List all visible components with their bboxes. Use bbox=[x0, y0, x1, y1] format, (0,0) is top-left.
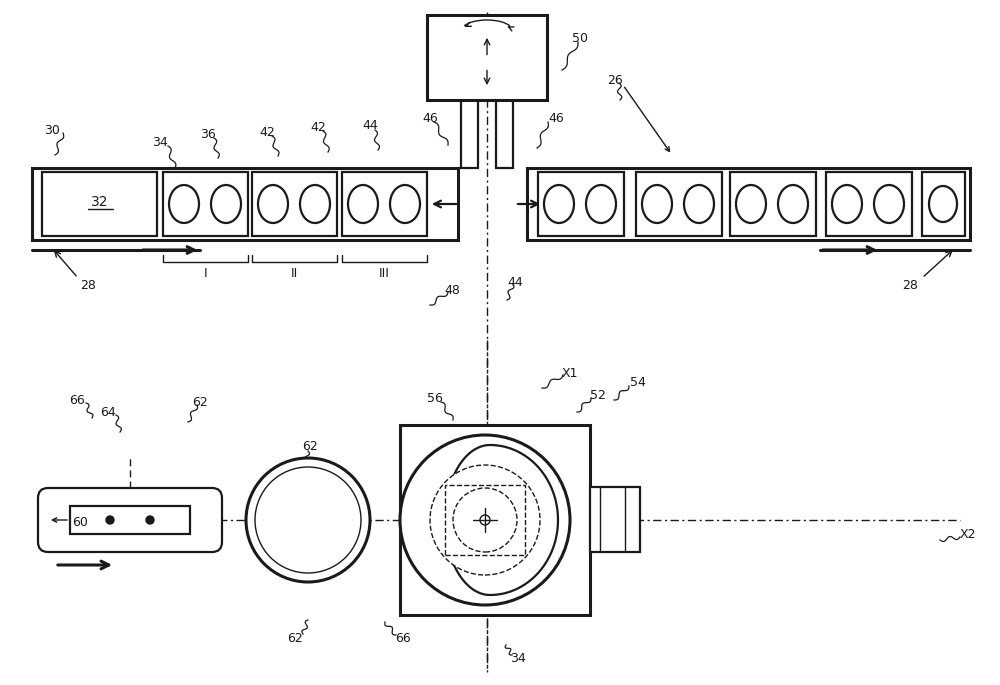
Text: 42: 42 bbox=[310, 121, 326, 134]
Text: 34: 34 bbox=[510, 651, 526, 664]
Text: 48: 48 bbox=[444, 284, 460, 297]
Text: 46: 46 bbox=[422, 112, 438, 125]
Bar bbox=[32, 168, 458, 240]
Ellipse shape bbox=[832, 185, 862, 223]
Ellipse shape bbox=[348, 185, 378, 223]
Text: 62: 62 bbox=[302, 440, 318, 453]
Bar bbox=[461, 80, 478, 168]
Text: 44: 44 bbox=[507, 275, 523, 288]
Text: 28: 28 bbox=[902, 279, 918, 292]
Ellipse shape bbox=[211, 185, 241, 223]
Circle shape bbox=[246, 458, 370, 582]
Text: 42: 42 bbox=[259, 125, 275, 138]
Bar bbox=[538, 172, 624, 236]
Ellipse shape bbox=[544, 185, 574, 223]
Text: X2: X2 bbox=[960, 529, 976, 542]
Text: 30: 30 bbox=[44, 123, 60, 136]
Ellipse shape bbox=[684, 185, 714, 223]
Circle shape bbox=[146, 516, 154, 524]
Text: 44: 44 bbox=[362, 119, 378, 132]
Bar bbox=[590, 487, 640, 552]
Text: II: II bbox=[291, 266, 298, 279]
Ellipse shape bbox=[300, 185, 330, 223]
Text: 26: 26 bbox=[607, 73, 623, 86]
Text: 56: 56 bbox=[427, 392, 443, 405]
Bar bbox=[42, 172, 157, 236]
Ellipse shape bbox=[258, 185, 288, 223]
Bar bbox=[342, 172, 427, 236]
Text: I: I bbox=[204, 266, 207, 279]
Text: 62: 62 bbox=[287, 632, 303, 645]
Bar bbox=[445, 485, 525, 555]
PathPatch shape bbox=[445, 445, 558, 595]
Ellipse shape bbox=[874, 185, 904, 223]
Ellipse shape bbox=[929, 186, 957, 222]
Circle shape bbox=[106, 516, 114, 524]
Bar bbox=[163, 172, 248, 236]
Text: X1: X1 bbox=[562, 366, 578, 379]
Bar bbox=[400, 425, 590, 615]
Text: III: III bbox=[379, 266, 390, 279]
Text: 62: 62 bbox=[192, 395, 208, 408]
Bar bbox=[252, 172, 337, 236]
Text: 46: 46 bbox=[548, 112, 564, 125]
Ellipse shape bbox=[586, 185, 616, 223]
Text: 50: 50 bbox=[572, 32, 588, 45]
Bar bbox=[922, 172, 965, 236]
Text: 64: 64 bbox=[100, 406, 116, 419]
Bar bbox=[636, 172, 722, 236]
Circle shape bbox=[255, 467, 361, 573]
Bar bbox=[70, 506, 190, 534]
Text: 52: 52 bbox=[590, 388, 606, 401]
Ellipse shape bbox=[736, 185, 766, 223]
FancyBboxPatch shape bbox=[38, 488, 222, 552]
Circle shape bbox=[400, 435, 570, 605]
Text: 28: 28 bbox=[80, 279, 96, 292]
Text: 36: 36 bbox=[200, 127, 216, 140]
Ellipse shape bbox=[390, 185, 420, 223]
Ellipse shape bbox=[642, 185, 672, 223]
Circle shape bbox=[453, 488, 517, 552]
Circle shape bbox=[480, 515, 490, 525]
Bar bbox=[496, 80, 513, 168]
Text: 34: 34 bbox=[152, 136, 168, 149]
Text: 60: 60 bbox=[72, 516, 88, 529]
Bar bbox=[826, 172, 912, 236]
Bar bbox=[427, 15, 547, 100]
Text: 54: 54 bbox=[630, 375, 646, 388]
Text: 32: 32 bbox=[91, 195, 109, 209]
Bar bbox=[730, 172, 816, 236]
Text: 66: 66 bbox=[395, 632, 411, 645]
Text: 66: 66 bbox=[69, 393, 85, 406]
Bar bbox=[527, 168, 970, 240]
Ellipse shape bbox=[169, 185, 199, 223]
Ellipse shape bbox=[778, 185, 808, 223]
Circle shape bbox=[430, 465, 540, 575]
